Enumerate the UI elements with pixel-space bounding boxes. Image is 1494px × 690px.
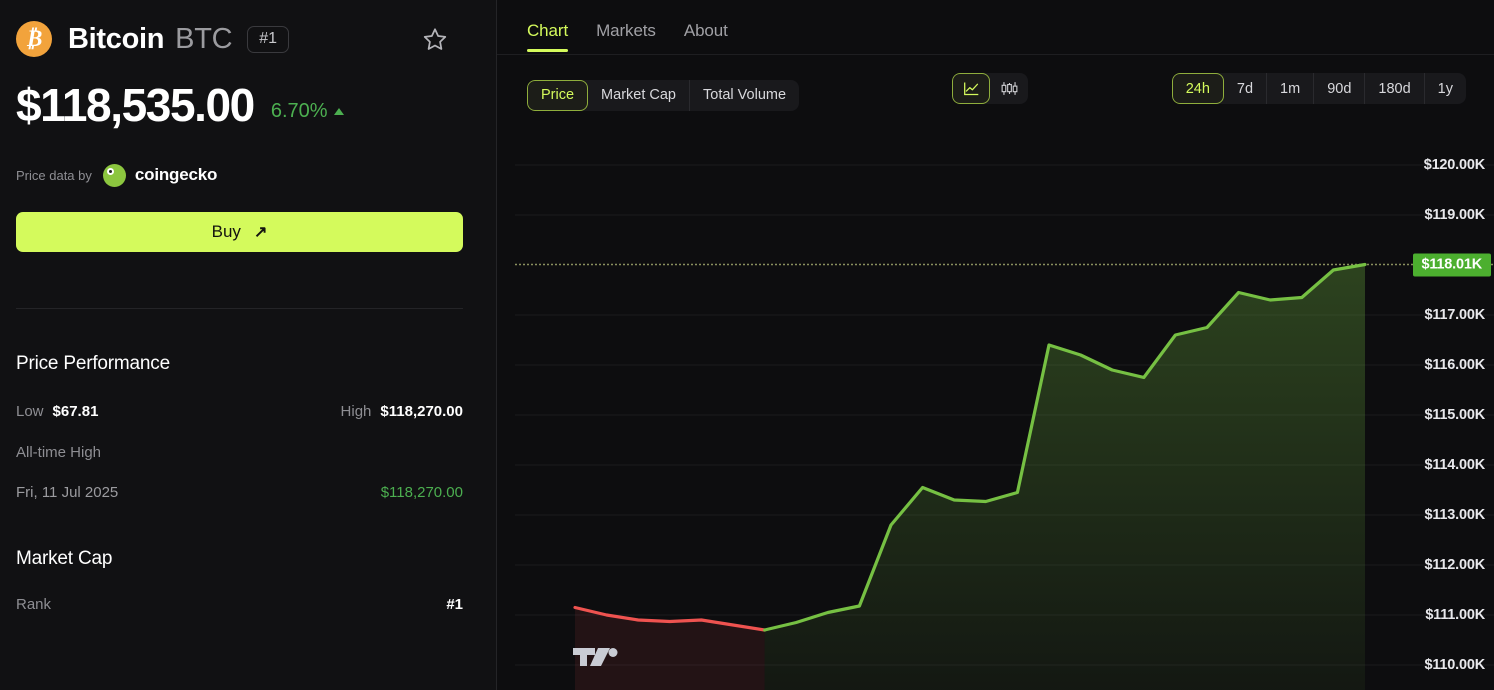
- low-value: $67.81: [52, 403, 99, 420]
- current-price-tick: $118.01K: [1412, 253, 1491, 276]
- market-cap-rank-value: #1: [446, 596, 463, 613]
- bitcoin-icon: ₿: [16, 21, 52, 57]
- coin-symbol: BTC: [175, 22, 233, 55]
- y-axis-tick: $110.00K: [1424, 657, 1486, 673]
- low-high-row: Low $67.81 High $118,270.00: [16, 403, 463, 420]
- all-time-high-value: $118,270.00: [380, 484, 463, 501]
- arrow-up-triangle-icon: [333, 108, 344, 115]
- price-chart[interactable]: $120.00K $119.00K $117.00K $116.00K $115.00K…: [497, 140, 1494, 690]
- line-chart-icon[interactable]: [952, 73, 990, 104]
- high-group: High $118,270.00: [341, 403, 463, 420]
- low-group: Low $67.81: [16, 403, 98, 420]
- time-range-group: 24h 7d 1m 90d 180d 1y: [1171, 73, 1466, 104]
- high-value: $118,270.00: [380, 403, 463, 420]
- market-cap-rank-label: Rank: [16, 596, 52, 613]
- all-time-high-date: Fri, 11 Jul 2025: [16, 484, 119, 501]
- price-change: 6.70%: [271, 100, 344, 123]
- market-cap-title: Market Cap: [16, 548, 113, 569]
- tab-chart[interactable]: Chart: [527, 21, 568, 52]
- buy-button-label: Buy: [211, 222, 241, 241]
- star-outline-icon[interactable]: [421, 25, 449, 53]
- tab-about[interactable]: About: [683, 21, 728, 40]
- chart-y-axis: $120.00K $119.00K $117.00K $116.00K $115.00K…: [1366, 140, 1494, 690]
- range-1m[interactable]: 1m: [1267, 73, 1315, 104]
- all-time-high-row: Fri, 11 Jul 2025 $118,270.00: [16, 484, 463, 501]
- price-row: $118,535.00 6.70%: [16, 82, 479, 128]
- range-90d[interactable]: 90d: [1314, 73, 1366, 104]
- y-axis-tick: $119.00K: [1424, 207, 1486, 223]
- y-axis-tick: $117.00K: [1424, 307, 1486, 323]
- y-axis-tick: $120.00K: [1423, 157, 1485, 173]
- metric-price[interactable]: Price: [527, 79, 589, 111]
- metric-toggle-group: Price Market Cap Total Volume: [527, 79, 800, 111]
- arrow-up-right-icon: ↗: [253, 224, 268, 241]
- market-cap-rank-row: Rank #1: [16, 596, 463, 613]
- coin-sidebar: ₿ Bitcoin BTC #1 $118,535.00 6.70% Price…: [0, 0, 497, 690]
- candlestick-chart-icon[interactable]: [990, 73, 1028, 104]
- all-time-high-label: All-time High: [16, 444, 102, 461]
- tab-markets[interactable]: Markets: [596, 21, 656, 40]
- y-axis-tick: $116.00K: [1424, 357, 1486, 373]
- y-axis-tick: $111.00K: [1425, 607, 1485, 623]
- high-label: High: [340, 403, 372, 420]
- chart-canvas[interactable]: [497, 140, 1494, 690]
- current-price: $118,535.00: [16, 79, 255, 131]
- price-data-attribution: Price data by coingecko: [16, 163, 479, 187]
- price-performance-title: Price Performance: [16, 353, 170, 374]
- metric-market-cap[interactable]: Market Cap: [588, 79, 690, 111]
- metric-total-volume[interactable]: Total Volume: [703, 87, 787, 103]
- buy-button[interactable]: Buy ↗: [16, 212, 463, 252]
- range-180d[interactable]: 180d: [1365, 73, 1425, 104]
- coin-name: Bitcoin: [68, 22, 165, 55]
- y-axis-tick: $113.00K: [1424, 507, 1486, 523]
- panel-tabs: Chart Markets About: [497, 0, 1494, 55]
- coin-header: ₿ Bitcoin BTC #1: [16, 16, 479, 62]
- range-7d[interactable]: 7d: [1224, 73, 1268, 104]
- tradingview-logo: [573, 644, 619, 670]
- range-24h[interactable]: 24h: [1171, 73, 1224, 104]
- y-axis-tick: $114.00K: [1424, 457, 1486, 473]
- chart-type-toggle-group: [952, 73, 1028, 104]
- attribution-label: Price data by: [16, 167, 92, 183]
- low-label: Low: [16, 403, 44, 420]
- coingecko-icon: [102, 163, 126, 187]
- price-change-percent: 6.70%: [270, 100, 328, 122]
- range-1y[interactable]: 1y: [1437, 80, 1453, 97]
- chart-controls: Price Market Cap Total Volume: [497, 55, 1494, 117]
- sidebar-divider: [16, 308, 463, 309]
- chart-panel: Chart Markets About Price Market Cap Tot…: [497, 0, 1494, 690]
- y-axis-tick: $115.00K: [1424, 407, 1486, 423]
- rank-badge: #1: [247, 25, 290, 53]
- y-axis-tick: $112.00K: [1424, 557, 1486, 573]
- attribution-brand: coingecko: [134, 165, 218, 184]
